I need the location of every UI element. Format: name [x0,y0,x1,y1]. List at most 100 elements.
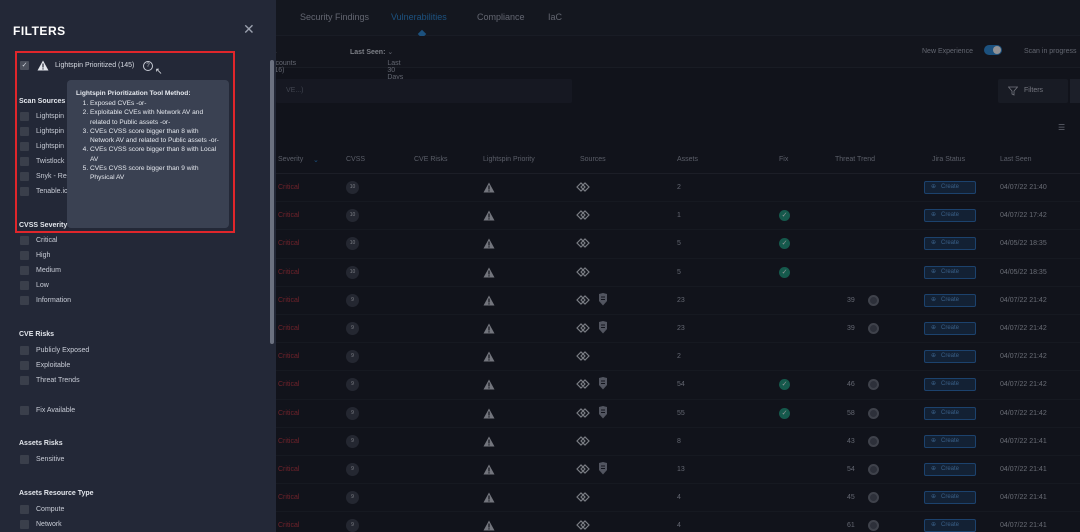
table-row[interactable]: Critical 9 2 Create 04/07/22 21:42 [276,343,1080,372]
lightspin-source-icon [576,520,590,531]
scan-source-option[interactable]: Tenable.io [20,187,68,197]
new-experience-toggle[interactable] [984,45,1002,55]
table-row[interactable]: Critical 9 23 39 Create 04/07/22 21:42 [276,315,1080,344]
panel-scrollbar[interactable] [270,60,274,344]
list-view-icon[interactable]: ☰ [1058,123,1066,132]
jira-create-button[interactable]: Create [924,462,976,476]
close-icon[interactable]: ✕ [243,21,255,37]
sort-desc-icon[interactable]: ⌄ [313,157,319,164]
assets-count: 23 [677,324,685,332]
help-icon[interactable]: ? [143,61,153,71]
threat-trend-value: 45 [847,494,855,502]
tab-compliance[interactable]: Compliance [477,12,525,22]
severity-cell: Critical [278,381,300,389]
last-seen-cell: 04/07/22 21:42 [1000,324,1047,332]
panel-title: FILTERS [13,24,66,38]
severity-option-low[interactable]: Low [20,281,49,291]
cvss-score-badge: 9 [346,406,359,420]
severity-option-medium[interactable]: Medium [20,266,61,276]
scan-source-option[interactable]: Twistlock [20,157,64,167]
cve-risk-exploitable[interactable]: Exploitable [20,361,70,371]
prioritized-label[interactable]: Lightspin Prioritized (145) [55,62,135,69]
jira-create-button[interactable]: Create [924,321,976,335]
jira-create-button[interactable]: Create [924,406,976,420]
fix-available-option[interactable]: Fix Available [20,406,75,416]
jira-create-button[interactable]: Create [924,378,976,392]
header-fix[interactable]: Fix [779,156,789,163]
threat-trend-icon [868,463,879,475]
resource-type-compute[interactable]: Compute [20,505,64,515]
jira-create-button[interactable]: Create [924,350,976,364]
table-row[interactable]: Critical 9 8 43 Create 04/07/22 21:41 [276,428,1080,456]
lightspin-source-icon [576,294,590,305]
severity-cell: Critical [278,409,300,417]
jira-create-button[interactable]: Create [924,293,976,307]
priority-warning-icon [483,436,495,447]
severity-cell: Critical [278,184,300,191]
header-sources[interactable]: Sources [580,156,606,163]
table-row[interactable]: Critical 10 5 ✓ Create 04/05/22 18:35 [276,259,1080,287]
jira-create-button[interactable]: Create [924,209,976,223]
top-navigation: Security Findings Vulnerabilities Compli… [276,0,1080,39]
threat-trend-icon [868,520,879,532]
threat-trend-value: 58 [847,409,855,417]
header-severity[interactable]: Severity [278,156,304,163]
cve-risk-publicly-exposed[interactable]: Publicly Exposed [20,346,89,356]
header-jira-status[interactable]: Jira Status [932,156,966,163]
tooltip-item: Exposed CVEs -or- [90,99,221,108]
jira-create-button[interactable]: Create [924,265,976,279]
table-row[interactable]: Critical 10 2 Create 04/07/22 21:40 [276,174,1080,203]
jira-create-button[interactable]: Create [924,181,976,194]
table-row[interactable]: Critical 9 23 39 Create 04/07/22 21:42 [276,287,1080,315]
scan-source-option[interactable]: Lightspin [20,112,64,122]
severity-option-information[interactable]: Information [20,296,71,306]
resource-type-network[interactable]: Network [20,520,62,530]
filters-extra-button[interactable] [1070,79,1080,103]
scan-source-option[interactable]: Lightspin [20,142,64,152]
header-threat-trend[interactable]: Threat Trend [835,156,876,163]
assets-risk-sensitive[interactable]: Sensitive [20,455,64,465]
table-row[interactable]: Critical 9 13 54 Create 04/07/22 21:41 [276,456,1080,485]
jira-create-button[interactable]: Create [924,434,976,448]
table-row[interactable]: Critical 10 5 ✓ Create 04/05/22 18:35 [276,230,1080,259]
threat-trend-value: 54 [847,465,855,473]
threat-trend-value: 61 [847,522,855,530]
cvss-score-badge: 10 [346,237,359,251]
priority-warning-icon [483,295,495,306]
table-row[interactable]: Critical 9 54 ✓ 46 Create 04/07/22 21:42 [276,371,1080,400]
table-body: Critical 10 2 Create 04/07/22 21:40 Critical 1… [276,174,1080,532]
assets-count: 13 [677,465,685,473]
priority-warning-icon [483,182,495,193]
tab-vulnerabilities[interactable]: Vulnerabilities [391,12,447,22]
jira-create-button[interactable]: Create [924,237,976,251]
jira-create-button[interactable]: Create [924,491,976,505]
lightspin-source-icon [576,266,590,277]
tab-security-findings[interactable]: Security Findings [300,12,370,22]
last-seen-label: Last Seen: [350,49,386,56]
scanner-source-icon [599,292,607,306]
table-row[interactable]: Critical 9 55 ✓ 58 Create 04/07/22 21:42 [276,400,1080,428]
header-cvss[interactable]: CVSS [346,156,366,163]
tab-iac[interactable]: IaC [548,12,563,22]
header-cve-risks[interactable]: CVE Risks [414,156,448,163]
header-last-seen[interactable]: Last Seen [1000,156,1032,163]
fix-available-check-icon: ✓ [779,407,790,419]
search-input[interactable]: VE...) [276,79,572,103]
header-assets[interactable]: Assets [677,156,699,163]
severity-option-high[interactable]: High [20,251,50,261]
header-lightspin-priority[interactable]: Lightspin Priority [483,156,535,163]
scan-source-option[interactable]: Lightspin [20,127,64,137]
last-seen-cell: 04/07/22 17:42 [1000,212,1047,220]
scanner-source-icon [599,377,607,390]
severity-option-critical[interactable]: Critical [20,236,57,246]
table-row[interactable]: Critical 10 1 ✓ Create 04/07/22 17:42 [276,202,1080,231]
scan-source-option[interactable]: Snyk - Rep [20,172,71,182]
last-seen-dropdown[interactable]: Last Seen: Last 30 Days ⌄ [350,49,404,81]
table-row[interactable]: Critical 9 4 45 Create 04/07/22 21:41 [276,484,1080,513]
prioritized-checkbox[interactable]: ✓ [20,61,29,70]
tooltip-list: Exposed CVEs -or- Exploitable CVEs with … [76,99,221,182]
filters-button[interactable]: Filters [998,79,1068,103]
cve-risk-threat-trends[interactable]: Threat Trends [20,376,80,386]
table-row[interactable]: Critical9461Create04/07/22 21:41 [276,512,1080,532]
